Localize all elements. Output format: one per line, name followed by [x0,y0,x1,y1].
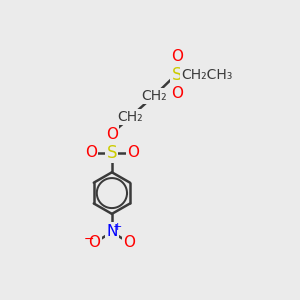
Text: +: + [112,222,122,232]
Text: O: O [88,235,101,250]
Text: O: O [127,145,139,160]
Text: O: O [106,127,118,142]
Text: O: O [171,49,183,64]
Text: S: S [172,66,182,84]
Text: CH₂: CH₂ [118,110,143,124]
Text: O: O [171,86,183,101]
Text: −: − [84,233,94,246]
Text: N: N [106,224,118,239]
Text: CH₂: CH₂ [141,89,167,103]
Text: CH₂CH₃: CH₂CH₃ [182,68,233,82]
Text: S: S [107,144,117,162]
Text: O: O [85,145,97,160]
Text: O: O [123,235,135,250]
